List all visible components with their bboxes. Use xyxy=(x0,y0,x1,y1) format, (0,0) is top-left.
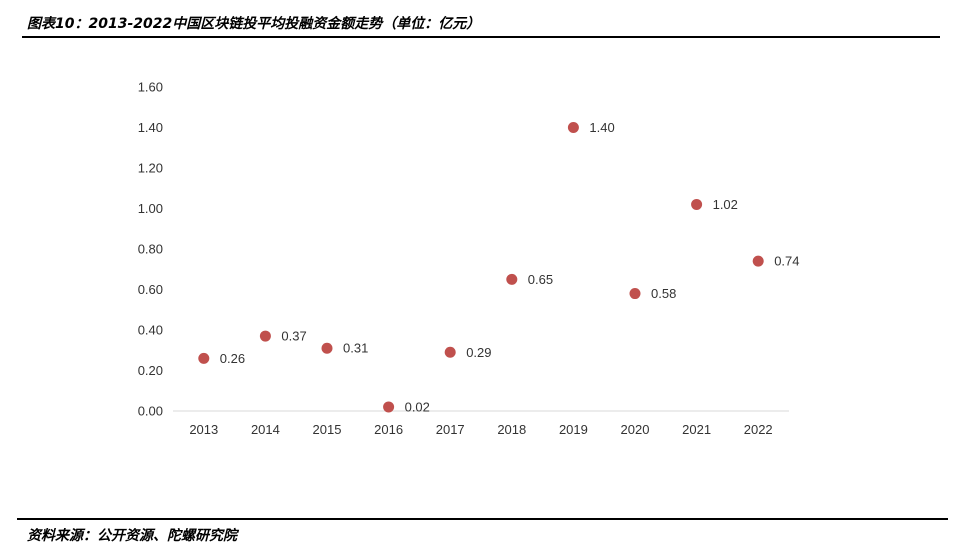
x-tick-label: 2017 xyxy=(436,422,465,437)
figure-title: 图表10：2013-2022中国区块链投平均投融资金额走势（单位：亿元） xyxy=(27,16,481,32)
data-label: 0.65 xyxy=(528,272,553,287)
data-points xyxy=(198,122,764,413)
data-point xyxy=(259,330,271,342)
y-tick-label: 1.40 xyxy=(138,120,163,135)
data-point xyxy=(629,288,641,300)
source-rule xyxy=(17,518,948,520)
data-label: 0.58 xyxy=(651,286,676,301)
data-labels: 0.26 0.37 0.31 0.02 0.29 0.65 1.40 0.58 1.02 0.74 xyxy=(220,120,800,414)
data-label: 0.74 xyxy=(774,254,799,269)
data-label: 1.40 xyxy=(589,120,614,135)
title-rule xyxy=(22,36,940,38)
data-point xyxy=(444,346,456,358)
x-tick-label: 2014 xyxy=(251,422,280,437)
y-tick-label: 0.20 xyxy=(138,363,163,378)
data-label: 0.29 xyxy=(466,345,491,360)
data-point xyxy=(506,273,518,285)
x-tick-label: 2022 xyxy=(744,422,773,437)
x-tick-label: 2015 xyxy=(313,422,342,437)
y-tick-label: 1.20 xyxy=(138,161,163,176)
data-label: 0.26 xyxy=(220,351,245,366)
data-point xyxy=(567,122,579,133)
y-axis-ticks: 0.00 0.20 0.40 0.60 0.80 1.00 1.20 1.40 1.60 xyxy=(138,80,163,419)
x-tick-label: 2013 xyxy=(189,422,218,437)
data-point xyxy=(752,255,764,267)
x-tick-label: 2016 xyxy=(374,422,403,437)
y-tick-label: 0.00 xyxy=(138,404,163,419)
data-label: 0.37 xyxy=(281,329,306,344)
data-point xyxy=(321,342,333,354)
x-tick-label: 2021 xyxy=(682,422,711,437)
data-label: 1.02 xyxy=(713,197,738,212)
y-tick-label: 1.60 xyxy=(138,80,163,95)
x-axis-ticks: 2013 2014 2015 2016 2017 2018 2019 2020 2021 2022 xyxy=(189,422,772,437)
figure-source: 资料来源：公开资源、陀螺研究院 xyxy=(27,528,237,544)
x-tick-label: 2018 xyxy=(497,422,526,437)
data-point xyxy=(198,352,210,364)
y-tick-label: 0.60 xyxy=(138,282,163,297)
x-tick-label: 2019 xyxy=(559,422,588,437)
data-point xyxy=(691,198,703,210)
y-tick-label: 0.80 xyxy=(138,242,163,257)
data-label: 0.02 xyxy=(405,399,430,414)
y-tick-label: 1.00 xyxy=(138,201,163,216)
data-label: 0.31 xyxy=(343,341,368,356)
data-point xyxy=(383,401,395,413)
x-tick-label: 2020 xyxy=(621,422,650,437)
y-tick-label: 0.40 xyxy=(138,323,163,338)
